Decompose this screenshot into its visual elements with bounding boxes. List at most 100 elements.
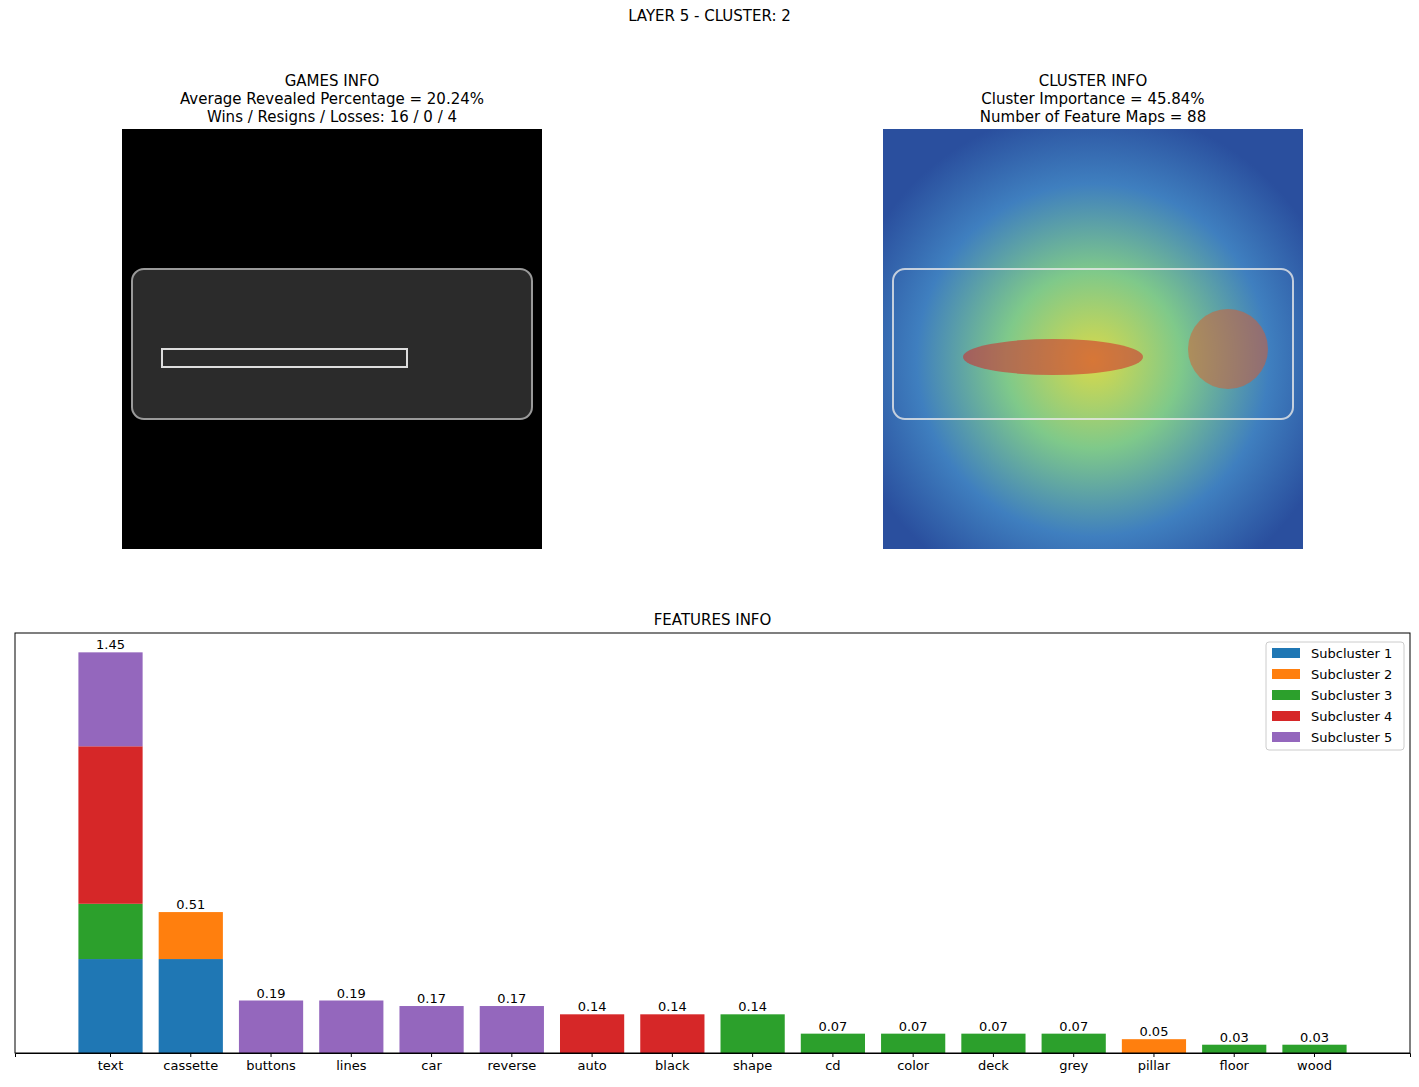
legend: Subcluster 1Subcluster 2Subcluster 3Subc… [1266,642,1404,750]
x-tick-label: floor [1219,1058,1249,1073]
legend-swatch [1272,732,1300,742]
data-label: 0.51 [176,897,205,912]
data-label: 0.19 [257,986,286,1001]
bar [721,1014,785,1053]
legend-swatch [1272,669,1300,679]
chart-title: FEATURES INFO [654,611,772,629]
bar [78,904,142,959]
data-label: 0.17 [497,991,526,1006]
x-tick-label: shape [733,1058,772,1073]
data-label: 0.19 [337,986,366,1001]
image-placeholder [883,129,1303,549]
x-tick: wood [1297,1053,1332,1073]
bar [881,1034,945,1053]
x-tick-mark [351,1053,352,1057]
data-label: 0.03 [1300,1030,1329,1045]
plot-frame [15,633,1410,1053]
x-tick-label: wood [1297,1058,1332,1073]
x-tick-mark [1314,1053,1315,1057]
x-tick-label: reverse [487,1058,536,1073]
bar [159,912,223,959]
x-tick: car [421,1053,442,1073]
legend-swatch [1272,711,1300,721]
x-tick-label: cassette [163,1058,218,1073]
bar [1202,1045,1266,1053]
x-tick-mark [431,1053,432,1057]
bar [961,1034,1025,1053]
data-label: 0.03 [1220,1030,1249,1045]
legend-swatch [1272,648,1300,658]
bar [239,1001,303,1054]
bar [560,1014,624,1053]
bar [1122,1039,1186,1053]
panel-title: GAMES INFO [285,72,380,90]
x-tick-mark [832,1053,833,1057]
x-tick-label: deck [978,1058,1009,1073]
x-tick: shape [733,1053,772,1073]
bar [159,959,223,1053]
data-label: 0.14 [738,999,767,1014]
x-tick: text [98,1053,124,1073]
data-label: 0.07 [979,1019,1008,1034]
x-tick-mark [1073,1053,1074,1057]
x-tick-label: color [897,1058,930,1073]
x-tick: cassette [163,1053,218,1073]
x-tick-mark [1234,1053,1235,1057]
bar [1282,1045,1346,1053]
x-tick-label: buttons [246,1058,296,1073]
x-tick-label: pillar [1138,1058,1171,1073]
bar [1042,1034,1106,1053]
legend-label: Subcluster 2 [1311,667,1392,682]
panel-line: Number of Feature Maps = 88 [980,108,1206,126]
data-label: 0.17 [417,991,446,1006]
x-tick: deck [978,1053,1009,1073]
x-tick-mark [993,1053,994,1057]
x-tick: cd [825,1053,840,1073]
x-tick-mark [913,1053,914,1057]
bar [78,652,142,746]
x-axis-line [16,1054,1411,1058]
x-tick-label: black [655,1058,690,1073]
panel-line: Average Revealed Percentage = 20.24% [180,90,484,108]
panel-line: Wins / Resigns / Losses: 16 / 0 / 4 [207,108,457,126]
panel-line: Cluster Importance = 45.84% [981,90,1204,108]
panel-title: CLUSTER INFO [1039,72,1148,90]
x-tick-mark [190,1053,191,1057]
data-label: 0.07 [899,1019,928,1034]
x-tick-mark [592,1053,593,1057]
suptitle: LAYER 5 - CLUSTER: 2 [628,7,791,25]
x-tick-mark [1153,1053,1154,1057]
bars [78,652,1346,1053]
x-tick-mark [271,1053,272,1057]
x-tick: lines [336,1053,366,1073]
image-placeholder [122,129,542,549]
data-label: 0.14 [658,999,687,1014]
legend-swatch [1272,690,1300,700]
legend-label: Subcluster 4 [1311,709,1392,724]
legend-box [1266,642,1404,750]
data-label: 0.07 [1059,1019,1088,1034]
bar [480,1006,544,1053]
x-tick-mark [752,1053,753,1057]
x-tick-mark [511,1053,512,1057]
x-tick: floor [1219,1053,1249,1073]
bar [399,1006,463,1053]
x-tick: grey [1059,1053,1088,1073]
data-label: 0.07 [818,1019,847,1034]
x-tick: pillar [1138,1053,1171,1073]
x-tick-label: car [421,1058,442,1073]
x-tick-label: cd [825,1058,840,1073]
bar [78,959,142,1053]
figure: LAYER 5 - CLUSTER: 2 GAMES INFOAverage Re… [0,0,1419,1087]
x-tick-mark [672,1053,673,1057]
x-tick-label: auto [577,1058,606,1073]
data-label: 0.05 [1139,1024,1168,1039]
bar [640,1014,704,1053]
data-label: 1.45 [96,637,125,652]
x-tick-mark [110,1053,111,1057]
x-tick: reverse [487,1053,536,1073]
bar [319,1001,383,1054]
x-tick: color [897,1053,930,1073]
x-tick-label: text [98,1058,124,1073]
bar [78,746,142,904]
